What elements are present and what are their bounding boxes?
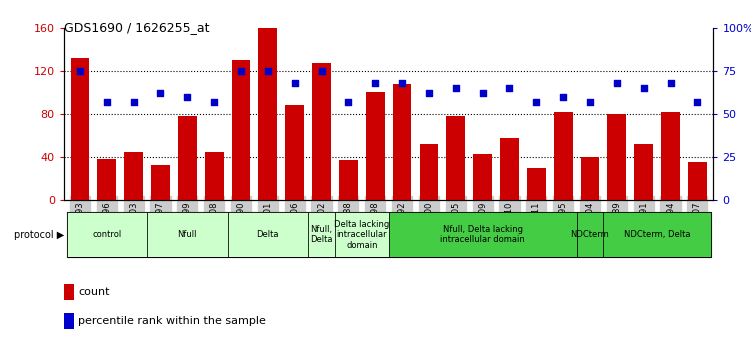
Bar bbox=[231, 60, 250, 200]
Bar bbox=[258, 28, 277, 200]
Text: protocol ▶: protocol ▶ bbox=[14, 230, 65, 239]
Bar bbox=[553, 112, 572, 200]
Text: Delta: Delta bbox=[257, 230, 279, 239]
Text: Nfull,
Delta: Nfull, Delta bbox=[310, 225, 333, 244]
Bar bbox=[205, 151, 224, 200]
Bar bbox=[577, 212, 603, 257]
Bar bbox=[335, 212, 389, 257]
Bar bbox=[366, 92, 385, 200]
Bar bbox=[393, 84, 412, 200]
Point bbox=[181, 94, 193, 99]
Bar bbox=[603, 212, 710, 257]
Text: GDS1690 / 1626255_at: GDS1690 / 1626255_at bbox=[64, 21, 210, 34]
Point bbox=[396, 80, 408, 86]
Point bbox=[208, 99, 220, 105]
Bar bbox=[67, 212, 147, 257]
Point bbox=[315, 68, 327, 73]
Bar bbox=[339, 160, 357, 200]
Bar bbox=[308, 212, 335, 257]
Bar bbox=[285, 105, 304, 200]
Point bbox=[611, 80, 623, 86]
Bar bbox=[581, 157, 599, 200]
Point bbox=[503, 85, 515, 91]
Bar bbox=[446, 116, 465, 200]
Bar bbox=[71, 58, 89, 200]
Bar bbox=[178, 116, 197, 200]
Bar bbox=[527, 168, 546, 200]
Point bbox=[450, 85, 462, 91]
Point bbox=[692, 99, 704, 105]
Point bbox=[369, 80, 382, 86]
Point bbox=[155, 90, 167, 96]
Point bbox=[530, 99, 542, 105]
Point bbox=[128, 99, 140, 105]
Text: percentile rank within the sample: percentile rank within the sample bbox=[78, 316, 266, 326]
Bar bbox=[98, 159, 116, 200]
Point bbox=[557, 94, 569, 99]
Text: control: control bbox=[92, 230, 122, 239]
Point bbox=[235, 68, 247, 73]
Point bbox=[423, 90, 435, 96]
Point bbox=[342, 99, 354, 105]
Bar bbox=[64, 284, 74, 299]
Point bbox=[477, 90, 489, 96]
Text: NDCterm: NDCterm bbox=[571, 230, 609, 239]
Point bbox=[584, 99, 596, 105]
Bar bbox=[420, 144, 439, 200]
Text: NDCterm, Delta: NDCterm, Delta bbox=[624, 230, 690, 239]
Bar bbox=[312, 63, 331, 200]
Point bbox=[665, 80, 677, 86]
Bar bbox=[151, 165, 170, 200]
Text: Nfull: Nfull bbox=[177, 230, 197, 239]
Bar bbox=[500, 138, 519, 200]
Bar bbox=[124, 151, 143, 200]
Bar bbox=[64, 313, 74, 329]
Bar bbox=[473, 154, 492, 200]
Point bbox=[101, 99, 113, 105]
Point bbox=[638, 85, 650, 91]
Bar bbox=[661, 112, 680, 200]
Text: Nfull, Delta lacking
intracellular domain: Nfull, Delta lacking intracellular domai… bbox=[440, 225, 525, 244]
Bar bbox=[608, 114, 626, 200]
Bar bbox=[635, 144, 653, 200]
Bar bbox=[688, 162, 707, 200]
Point bbox=[288, 80, 300, 86]
Point bbox=[262, 68, 274, 73]
Text: count: count bbox=[78, 287, 110, 297]
Bar bbox=[228, 212, 308, 257]
Bar bbox=[147, 212, 228, 257]
Point bbox=[74, 68, 86, 73]
Text: Delta lacking
intracellular
domain: Delta lacking intracellular domain bbox=[334, 220, 390, 249]
Bar bbox=[389, 212, 577, 257]
